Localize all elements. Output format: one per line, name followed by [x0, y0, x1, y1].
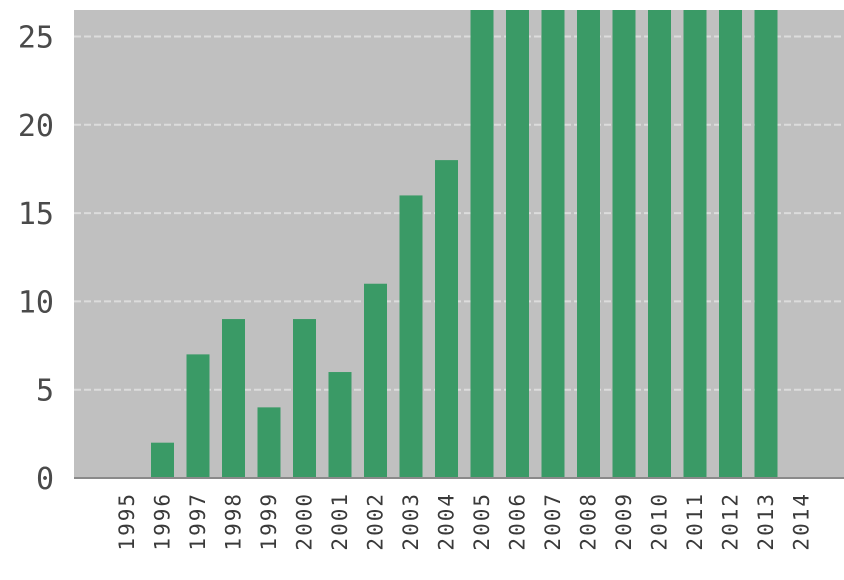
bar-2006 [506, 10, 529, 478]
x-tick-label: 2003 [399, 492, 423, 551]
bar-2005 [470, 10, 494, 478]
x-tick-label: 2009 [612, 492, 636, 551]
x-tick-label: 2012 [719, 492, 743, 551]
x-tick-label: 2007 [541, 492, 565, 551]
gridlines [74, 35, 844, 391]
y-axis-ticks: 0 5 10 15 20 25 [18, 20, 54, 497]
y-tick-label: 5 [36, 374, 54, 409]
x-tick-label: 2013 [754, 492, 778, 551]
bar-2002 [364, 283, 387, 478]
x-tick-label: 1999 [257, 492, 281, 551]
y-tick-label: 0 [36, 462, 54, 497]
x-tick-label: 1995 [115, 492, 139, 551]
x-tick-label: 1996 [151, 492, 175, 551]
x-tick-label: 2011 [683, 492, 707, 551]
y-tick-label: 20 [18, 109, 54, 144]
x-tick-label: 2014 [790, 492, 814, 551]
bar-1999 [257, 407, 281, 478]
y-tick-label: 10 [18, 285, 54, 320]
bar-2008 [577, 10, 600, 478]
bar-1996 [151, 442, 174, 478]
bar-2009 [612, 10, 636, 478]
bar-2001 [328, 372, 352, 478]
x-tick-label: 2000 [293, 492, 317, 551]
bars [151, 10, 778, 478]
bar-2003 [399, 195, 423, 478]
x-tick-label: 2008 [577, 492, 601, 551]
bar-1997 [186, 354, 210, 478]
x-tick-label: 2010 [648, 492, 672, 551]
bar-2007 [541, 10, 565, 478]
bar-2010 [648, 10, 671, 478]
y-tick-label: 15 [18, 197, 54, 232]
x-tick-label: 1997 [186, 492, 210, 551]
bar-2012 [719, 10, 742, 478]
bar-1998 [222, 319, 245, 478]
bar-2004 [435, 160, 458, 478]
x-tick-label: 2006 [506, 492, 530, 551]
x-axis-ticks: 1995 1996 1997 1998 1999 2000 2001 2002 2003 2004… [115, 492, 814, 551]
x-tick-label: 2001 [328, 492, 352, 551]
x-tick-label: 2005 [470, 492, 494, 551]
y-tick-label: 25 [18, 20, 54, 55]
bar-2011 [683, 10, 707, 478]
x-tick-label: 2004 [435, 492, 459, 551]
x-tick-label: 2002 [364, 492, 388, 551]
bar-2000 [293, 319, 316, 478]
x-tick-label: 1998 [222, 492, 246, 551]
bar-2013 [754, 10, 778, 478]
